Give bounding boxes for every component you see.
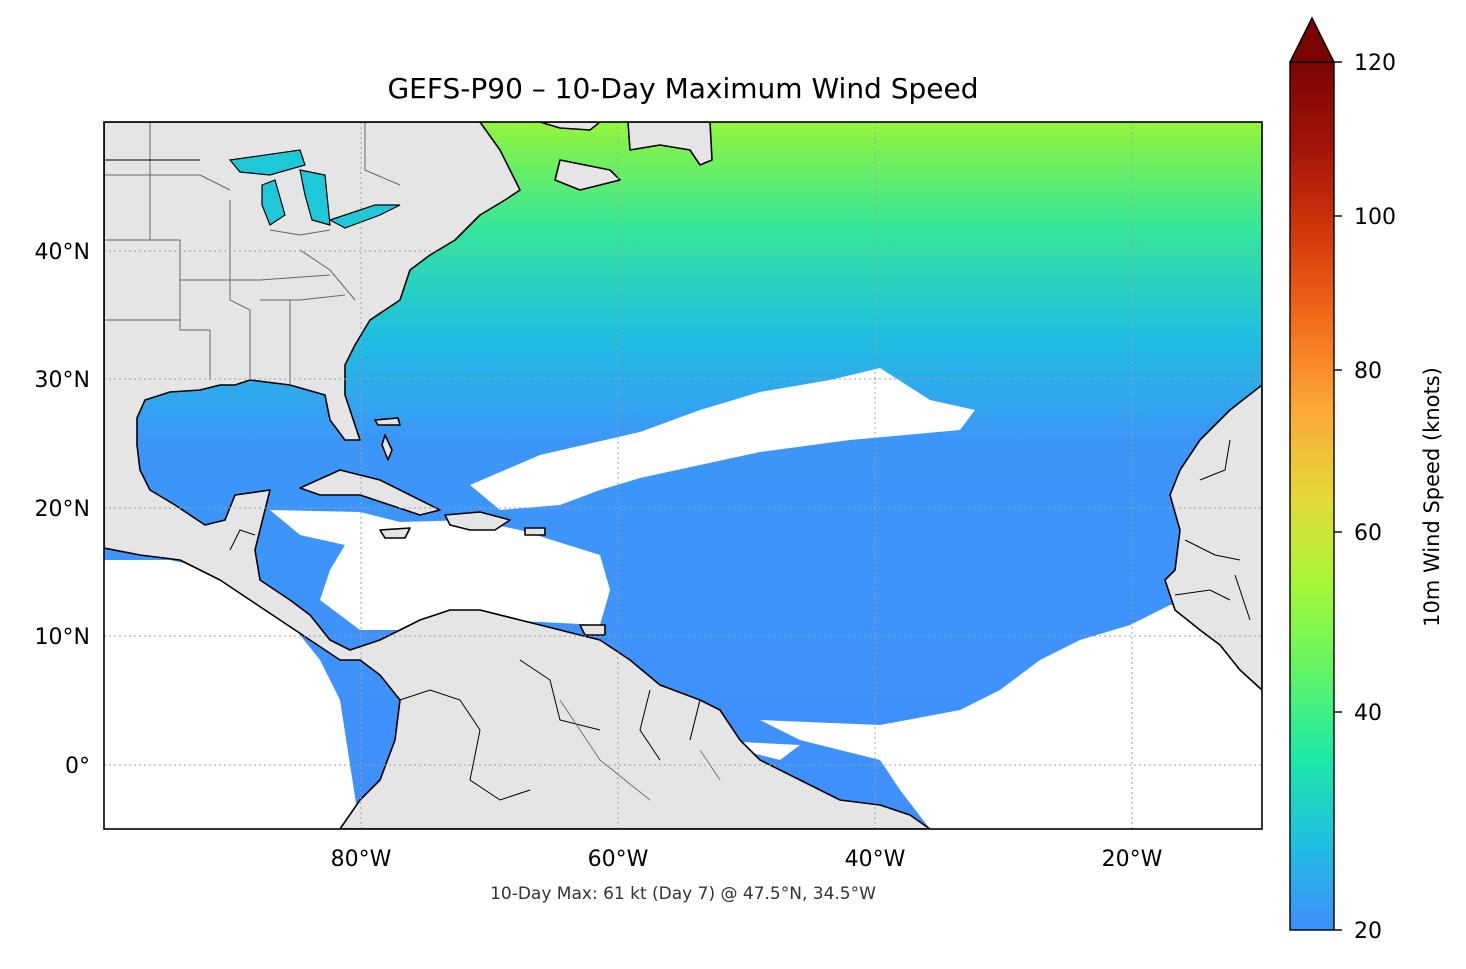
lat-label: 0° [65,754,90,779]
colorbar-extend-arrow [1288,16,1336,63]
max-wind-caption: 10-Day Max: 61 kt (Day 7) @ 47.5°N, 34.5… [490,884,876,904]
map-title: GEFS-P90 – 10-Day Maximum Wind Speed [387,72,979,105]
colorbar: 120 100 80 60 40 20 [1288,16,1396,944]
colorbar-tick: 20 [1354,919,1382,944]
map-area [104,122,1262,829]
gridlines [104,122,1262,829]
lat-label: 30°N [35,368,90,393]
country-borders [104,159,1251,801]
colorbar-label: 10m Wind Speed (knots) [1420,367,1444,627]
map-frame [103,121,1263,830]
colorbar-tick: 60 [1354,521,1382,546]
state-borders [104,122,401,385]
lat-label: 10°N [35,625,90,650]
colorbar-tick: 120 [1354,51,1396,76]
lon-label: 20°W [1102,847,1163,872]
lat-label: 40°N [35,240,90,265]
lon-label: 60°W [588,847,649,872]
lat-label: 20°N [35,497,90,522]
colorbar-tick: 100 [1354,205,1396,230]
great-lakes [228,149,401,229]
colorbar-tick: 40 [1354,701,1382,726]
lon-label: 40°W [845,847,906,872]
colorbar-tick: 80 [1354,359,1382,384]
lon-label: 80°W [331,847,392,872]
colorbar-bar [1289,61,1335,931]
